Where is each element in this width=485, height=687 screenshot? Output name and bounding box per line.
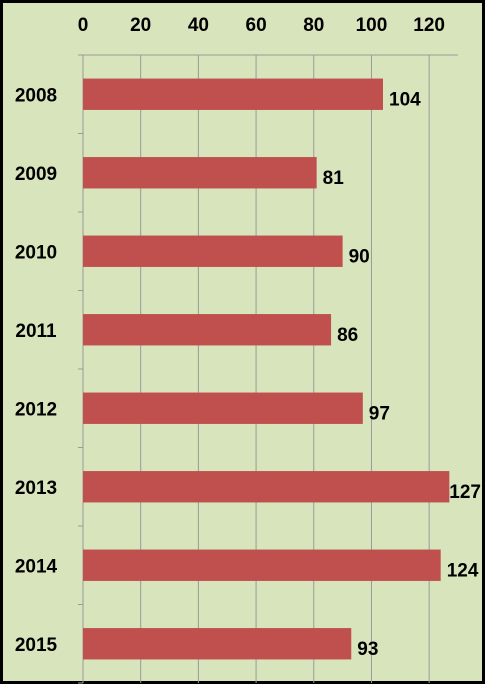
category-label-2008: 2008 [15, 85, 57, 106]
category-label-2015: 2015 [15, 635, 58, 656]
axes [78, 54, 458, 684]
labels: 0 20 40 60 80 100 120 2008 104 2009 81 2010 90 2011 86… [15, 15, 481, 660]
bar-2008 [83, 78, 383, 110]
data-label-2012: 97 [369, 403, 390, 424]
bar-2013 [83, 471, 450, 503]
data-label-2010: 90 [349, 246, 370, 267]
bar-2009 [83, 157, 317, 189]
gridlines [140, 55, 430, 683]
data-label-2011: 86 [337, 325, 358, 346]
data-label-2008: 104 [389, 89, 421, 110]
bar-2014 [83, 549, 441, 581]
data-label-2015: 93 [357, 639, 378, 660]
x-tick-label-0: 0 [78, 15, 89, 36]
category-label-2009: 2009 [15, 164, 57, 185]
x-tick-label-80: 80 [303, 15, 324, 36]
bar-2011 [83, 314, 332, 346]
category-label-2013: 2013 [15, 478, 57, 499]
category-label-2011: 2011 [15, 321, 57, 342]
x-tick-label-60: 60 [246, 15, 267, 36]
bar-2010 [83, 235, 343, 267]
data-label-2009: 81 [323, 168, 345, 189]
x-tick-label-100: 100 [356, 15, 388, 36]
category-label-2014: 2014 [15, 556, 58, 577]
bar-2015 [83, 628, 352, 660]
x-tick-label-20: 20 [130, 15, 151, 36]
bar-chart: 0 20 40 60 80 100 120 2008 104 2009 81 2010 90 2011 86… [15, 15, 481, 684]
data-label-2014: 124 [447, 560, 479, 581]
x-tick-label-40: 40 [188, 15, 209, 36]
bar-2012 [83, 392, 363, 424]
data-label-2013: 127 [449, 482, 481, 503]
x-tick-label-120: 120 [413, 15, 445, 36]
category-label-2010: 2010 [15, 242, 57, 263]
bars [83, 78, 450, 660]
category-label-2012: 2012 [15, 399, 57, 420]
